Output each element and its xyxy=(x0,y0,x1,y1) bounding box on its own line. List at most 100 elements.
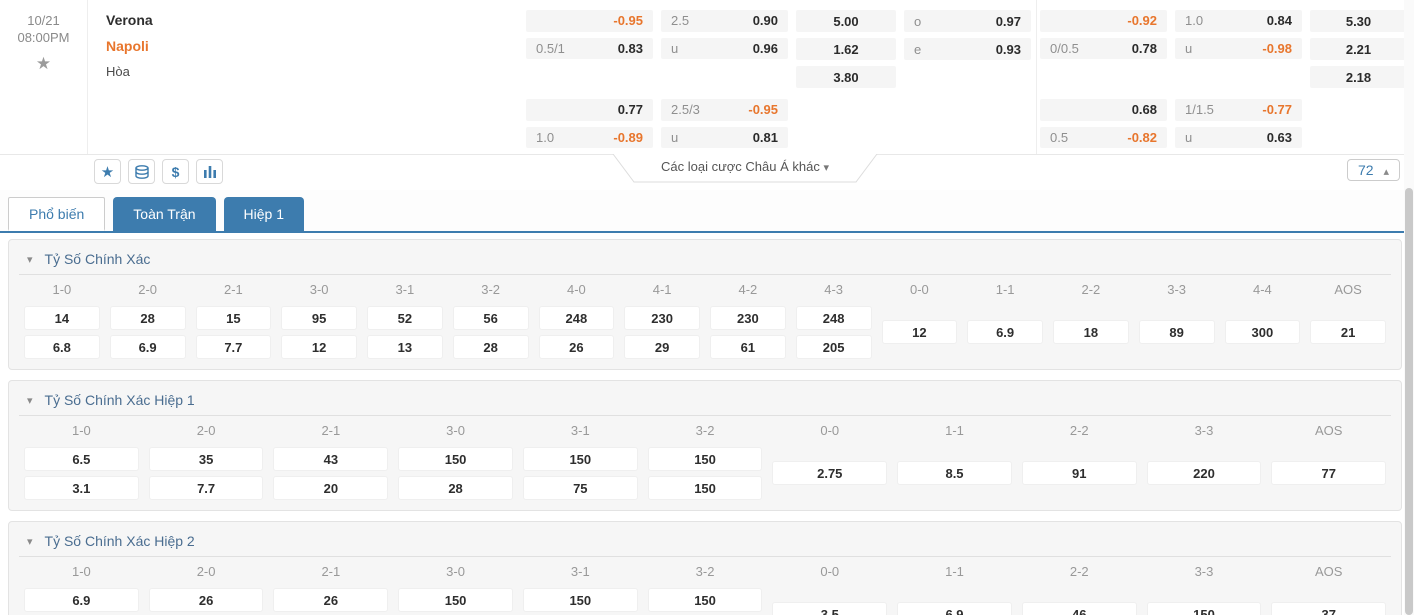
odds-cell[interactable]: 1.0 0.84 xyxy=(1175,10,1302,32)
odds-cell[interactable]: u 0.63 xyxy=(1175,126,1302,148)
odds-cell[interactable]: 6.5 xyxy=(24,447,139,471)
odds-cell[interactable]: 0.5 -0.82 xyxy=(1040,126,1167,148)
odds-cell[interactable]: 150 xyxy=(1146,602,1262,615)
odds-cell[interactable]: -0.95 xyxy=(526,10,653,32)
odds-cell[interactable]: 300 xyxy=(1224,320,1301,344)
odds-cell[interactable]: 150 xyxy=(398,588,513,612)
tab-label: Toàn Trận xyxy=(133,206,196,222)
odds-cell[interactable]: 2.5/3 -0.95 xyxy=(661,99,788,121)
odds-cell[interactable]: 2.18 xyxy=(1310,66,1407,88)
score-column: 2-2 18 xyxy=(1048,278,1134,359)
odds-cell[interactable]: 248 xyxy=(538,306,615,330)
odds-cell[interactable]: 7.7 xyxy=(195,335,272,359)
odds-cell[interactable]: 3.80 xyxy=(796,66,896,88)
odds-cell[interactable]: 13 xyxy=(367,335,443,359)
odds-cell[interactable]: 77 xyxy=(1271,461,1387,485)
odds-cell[interactable]: 150 xyxy=(647,447,763,471)
odds-cell[interactable]: 12 xyxy=(281,335,357,359)
odds-cell[interactable]: 248 xyxy=(795,306,872,330)
stats-button[interactable] xyxy=(196,159,223,184)
odds-cell[interactable]: 21 xyxy=(1310,320,1386,344)
tab-hiep-1[interactable]: Hiệp 1 xyxy=(223,197,305,231)
tab-toan-tran[interactable]: Toàn Trận xyxy=(113,197,216,231)
odds-cell[interactable]: 43 xyxy=(273,447,389,471)
odds-cell[interactable]: 61 xyxy=(710,335,786,359)
odds-cell[interactable]: 91 xyxy=(1021,461,1137,485)
odds-cell[interactable]: 14 xyxy=(24,306,100,330)
odds-cell[interactable]: 5.30 xyxy=(1310,10,1407,32)
odds-cell[interactable]: 150 xyxy=(647,588,763,612)
odds-cell[interactable]: 46 xyxy=(1021,602,1137,615)
odds-cell[interactable]: 6.9 xyxy=(897,602,1012,615)
odds-cell[interactable]: 26 xyxy=(538,335,615,359)
odds-cell[interactable]: 0.77 xyxy=(526,99,653,121)
odds-cell[interactable]: 52 xyxy=(367,306,443,330)
odds-cell[interactable]: o 0.97 xyxy=(904,10,1031,32)
odds-cell[interactable]: 230 xyxy=(710,306,786,330)
odds-cell[interactable]: 37 xyxy=(1271,602,1387,615)
panel-header[interactable]: ▾ Tỷ Số Chính Xác Hiệp 1 xyxy=(19,385,1391,416)
odds-cell[interactable]: 0.68 xyxy=(1040,99,1167,121)
odds-cell[interactable]: 2.75 xyxy=(772,461,888,485)
odds-cell[interactable]: 150 xyxy=(522,447,638,471)
odds-cell[interactable]: 28 xyxy=(398,476,513,500)
coins-button[interactable] xyxy=(128,159,155,184)
odds-cell[interactable]: 150 xyxy=(647,476,763,500)
odds-cell[interactable]: u 0.96 xyxy=(661,37,788,59)
odds-cell[interactable]: 15 xyxy=(195,306,272,330)
odds-cell[interactable]: 95 xyxy=(281,306,357,330)
odds-cell[interactable]: 1/1.5 -0.77 xyxy=(1175,99,1302,121)
odds-cell[interactable]: 6.8 xyxy=(24,335,100,359)
odds-cell[interactable]: 28 xyxy=(109,306,186,330)
odds-cell[interactable]: 220 xyxy=(1146,461,1262,485)
odds-cell[interactable]: 28 xyxy=(452,335,529,359)
odds-cell[interactable]: 18 xyxy=(1053,320,1129,344)
odds-cell[interactable]: 205 xyxy=(795,335,872,359)
odds-cell[interactable]: 150 xyxy=(398,447,513,471)
favorite-star-icon[interactable]: ★ xyxy=(35,54,52,73)
odds-cell[interactable]: 7.7 xyxy=(148,476,264,500)
odds-cell[interactable]: 6.9 xyxy=(967,320,1043,344)
odds-cell[interactable]: 150 xyxy=(522,588,638,612)
odds-cell[interactable]: -0.92 xyxy=(1040,10,1167,32)
odds-cell[interactable]: 5.00 xyxy=(796,10,896,32)
panel-header[interactable]: ▾ Tỷ Số Chính Xác xyxy=(19,244,1391,275)
odds-cell[interactable]: 3.1 xyxy=(24,476,139,500)
money-button[interactable]: $ xyxy=(162,159,189,184)
odds-cell[interactable]: 26 xyxy=(148,588,264,612)
odds-cell[interactable]: 75 xyxy=(522,476,638,500)
score-column: 2-0 28 6.9 xyxy=(105,278,191,359)
odds-cell[interactable]: u -0.98 xyxy=(1175,37,1302,59)
odds-cell[interactable]: 2.5 0.90 xyxy=(661,10,788,32)
tab-bar: Phổ biến Toàn Trận Hiệp 1 xyxy=(0,190,1414,233)
odds-cell[interactable]: 0/0.5 0.78 xyxy=(1040,37,1167,59)
odds-cell[interactable]: 20 xyxy=(273,476,389,500)
odds-cell[interactable]: e 0.93 xyxy=(904,38,1031,60)
score-label: 3-1 xyxy=(395,282,415,297)
odds-cell[interactable]: 56 xyxy=(452,306,529,330)
top-odds-grid: -0.95 0.5/1 0.83 0.77 1.0 -0.89 xyxy=(526,0,1407,154)
odds-value: 0.68 xyxy=(1131,102,1157,118)
scrollbar-thumb[interactable] xyxy=(1405,188,1413,615)
odds-cell[interactable]: 6.9 xyxy=(109,335,186,359)
odds-cell[interactable]: 6.9 xyxy=(24,588,139,612)
odds-cell[interactable]: 8.5 xyxy=(897,461,1012,485)
panel-header[interactable]: ▾ Tỷ Số Chính Xác Hiệp 2 xyxy=(19,526,1391,557)
odds-cell[interactable]: 26 xyxy=(273,588,389,612)
odds-cell[interactable]: 1.62 xyxy=(796,38,896,60)
tab-pho-bien[interactable]: Phổ biến xyxy=(8,197,106,231)
odds-cell[interactable]: 12 xyxy=(881,320,958,344)
odds-cell[interactable]: 2.21 xyxy=(1310,38,1407,60)
odds-cell[interactable]: 89 xyxy=(1138,320,1215,344)
odds-cell[interactable]: 3.5 xyxy=(772,602,888,615)
favorite-button[interactable]: ★ xyxy=(94,159,121,184)
more-asian-bets-dropdown[interactable]: Các loại cược Châu Á khác ▾ xyxy=(612,154,878,183)
odds-cell[interactable]: 0.5/1 0.83 xyxy=(526,37,653,59)
market-count-button[interactable]: 72 ▴ xyxy=(1347,159,1400,181)
odds-cell[interactable]: 1.0 -0.89 xyxy=(526,126,653,148)
odds-cell[interactable]: 29 xyxy=(624,335,700,359)
odds-cell[interactable]: 230 xyxy=(624,306,700,330)
odds-cell[interactable]: u 0.81 xyxy=(661,126,788,148)
odds-cell[interactable]: 35 xyxy=(148,447,264,471)
scrollbar-track[interactable] xyxy=(1404,0,1414,615)
